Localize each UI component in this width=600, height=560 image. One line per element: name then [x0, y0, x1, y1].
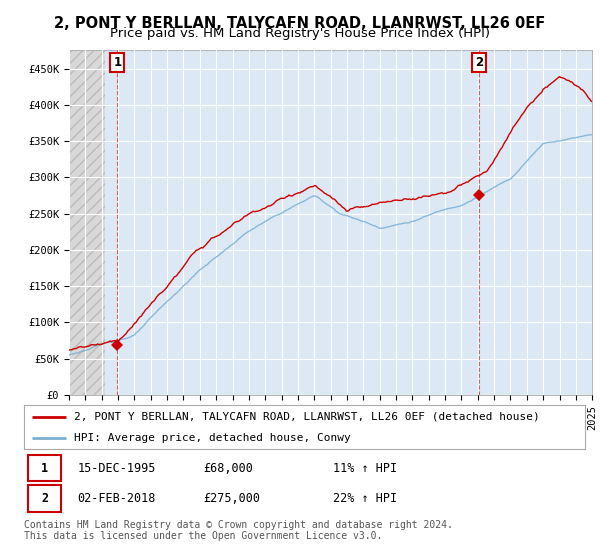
- Text: 11% ↑ HPI: 11% ↑ HPI: [332, 462, 397, 475]
- Text: HPI: Average price, detached house, Conwy: HPI: Average price, detached house, Conw…: [74, 433, 351, 443]
- Text: Contains HM Land Registry data © Crown copyright and database right 2024.
This d: Contains HM Land Registry data © Crown c…: [24, 520, 453, 542]
- Text: 2, PONT Y BERLLAN, TALYCAFN ROAD, LLANRWST, LL26 0EF: 2, PONT Y BERLLAN, TALYCAFN ROAD, LLANRW…: [55, 16, 545, 31]
- Text: £275,000: £275,000: [203, 492, 260, 505]
- Text: 22% ↑ HPI: 22% ↑ HPI: [332, 492, 397, 505]
- Text: 2: 2: [41, 492, 49, 505]
- Text: 02-FEB-2018: 02-FEB-2018: [77, 492, 155, 505]
- Bar: [69, 50, 105, 395]
- Text: 1: 1: [113, 56, 121, 69]
- Text: £68,000: £68,000: [203, 462, 253, 475]
- Text: 2, PONT Y BERLLAN, TALYCAFN ROAD, LLANRWST, LL26 0EF (detached house): 2, PONT Y BERLLAN, TALYCAFN ROAD, LLANRW…: [74, 412, 540, 422]
- FancyBboxPatch shape: [28, 485, 61, 512]
- Text: 15-DEC-1995: 15-DEC-1995: [77, 462, 155, 475]
- Text: 2: 2: [475, 56, 483, 69]
- FancyBboxPatch shape: [28, 455, 61, 482]
- Text: 1: 1: [41, 462, 49, 475]
- Text: Price paid vs. HM Land Registry's House Price Index (HPI): Price paid vs. HM Land Registry's House …: [110, 27, 490, 40]
